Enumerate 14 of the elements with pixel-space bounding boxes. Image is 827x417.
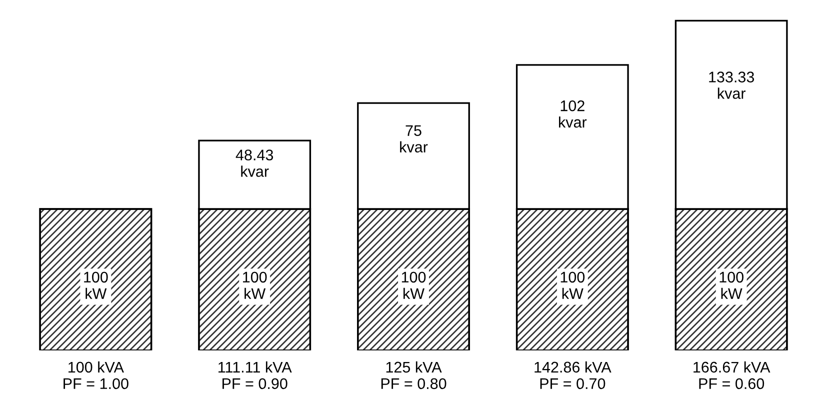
x-tick-label: 125 kVA PF = 0.80 bbox=[381, 361, 446, 390]
data-label: 100 kW bbox=[402, 272, 426, 299]
x-tick-label: 100 kVA PF = 1.00 bbox=[64, 361, 128, 390]
data-label: 48.43 kvar bbox=[236, 150, 274, 177]
x-tick-label: 166.67 kVA PF = 0.60 bbox=[694, 361, 770, 390]
x-tick-label: 142.86 kVA PF = 0.70 bbox=[534, 361, 612, 390]
data-label: 100 kW bbox=[243, 272, 267, 299]
data-label: 133.33 kvar bbox=[709, 72, 754, 99]
data-label: 100 kW bbox=[84, 272, 108, 299]
data-label: 102 kvar bbox=[559, 100, 587, 128]
data-label: 100 kW bbox=[720, 272, 744, 299]
x-tick-label: 111.11 kVA PF = 0.90 bbox=[218, 361, 292, 390]
data-label: 75 kvar bbox=[400, 125, 428, 152]
data-label: 100 kW bbox=[560, 272, 585, 299]
